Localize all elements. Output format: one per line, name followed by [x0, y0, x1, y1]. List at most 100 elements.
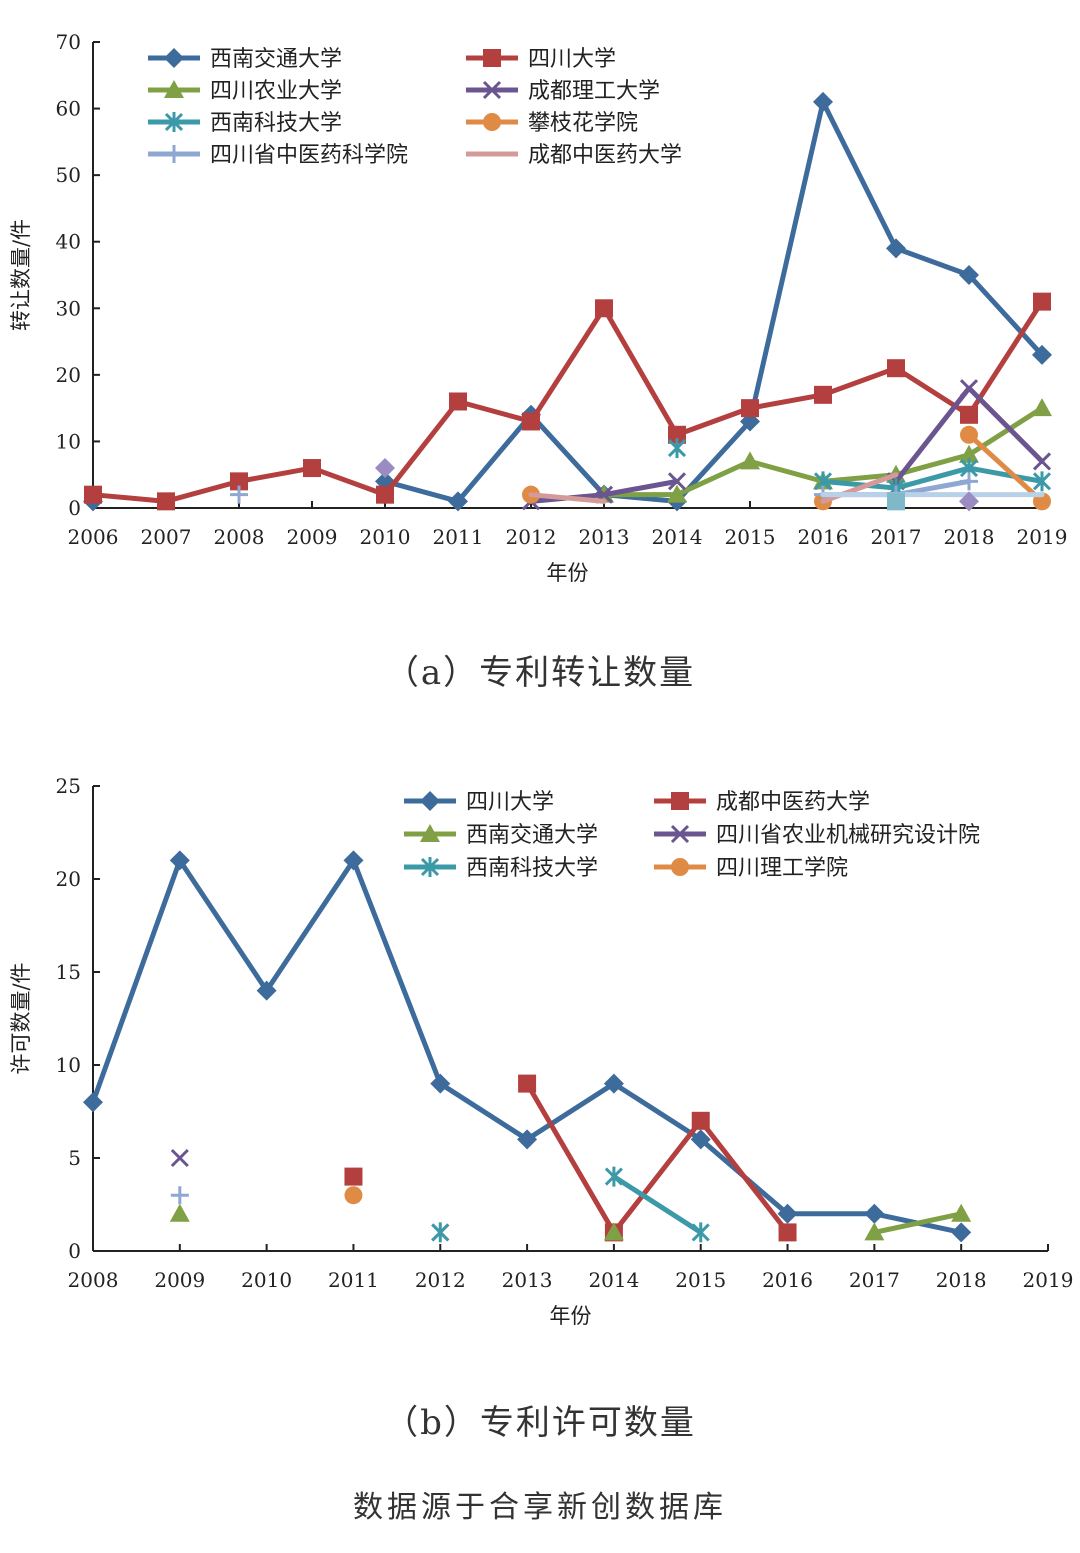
series-1-5	[344, 1186, 363, 1205]
y-tick-label: 30	[56, 296, 81, 320]
x-tick-label: 2012	[506, 525, 557, 549]
series-line	[966, 432, 1045, 504]
y-tick-label: 50	[56, 163, 81, 187]
data-point	[1032, 471, 1052, 492]
y-tick-label: 10	[56, 1053, 81, 1077]
x-tick-label: 2010	[360, 525, 411, 549]
x-tick-label: 2010	[241, 1268, 292, 1292]
data-point	[230, 485, 248, 504]
series-line	[528, 492, 607, 504]
y-tick-label: 0	[68, 1239, 81, 1263]
data-point	[778, 1223, 797, 1242]
legend-marker	[164, 48, 184, 68]
x-tick-label: 2017	[871, 525, 922, 549]
data-point	[169, 1203, 190, 1222]
legend-marker	[164, 112, 184, 132]
legend-marker	[420, 824, 440, 842]
data-point	[83, 1092, 103, 1113]
data-point	[691, 1111, 710, 1130]
data-point	[522, 412, 540, 431]
data-point	[959, 265, 979, 285]
x-axis-label: 年份	[547, 561, 589, 585]
series-line	[871, 1211, 964, 1235]
x-axis-label: 年份	[550, 1304, 592, 1328]
data-point	[960, 405, 978, 424]
data-point	[864, 1203, 885, 1224]
x-tick-label: 2019	[1023, 1268, 1074, 1292]
legend-label: 攀枝花学院	[528, 111, 638, 136]
data-point	[864, 1222, 885, 1241]
data-point	[814, 385, 832, 404]
y-axis-label: 许可数量/件	[9, 962, 33, 1074]
data-point	[603, 1222, 624, 1241]
y-tick-label: 10	[56, 429, 81, 453]
x-tick-label: 2016	[762, 1268, 813, 1292]
legend-label: 四川农业大学	[210, 79, 342, 104]
data-point	[959, 379, 979, 398]
data-point	[303, 459, 321, 478]
data-point	[1033, 292, 1051, 311]
x-tick-label: 2014	[652, 525, 703, 549]
series-1-3	[170, 1148, 450, 1242]
data-point	[777, 1203, 798, 1224]
data-point	[230, 472, 248, 491]
data-point	[375, 458, 395, 479]
data-source-note: 数据源于合享新创数据库	[353, 1490, 727, 1525]
data-point	[667, 472, 687, 491]
legend-marker	[671, 792, 689, 810]
data-point	[886, 238, 906, 259]
data-point	[344, 1167, 363, 1186]
x-tick-label: 2011	[433, 525, 484, 549]
x-tick-label: 2018	[936, 1268, 987, 1292]
legend-label: 西南交通大学	[210, 47, 342, 72]
y-tick-label: 60	[56, 97, 81, 121]
data-point	[887, 492, 905, 511]
series-0-4	[667, 438, 1052, 499]
y-tick-label: 70	[56, 30, 81, 54]
x-tick-label: 2014	[588, 1268, 639, 1292]
data-point	[951, 1203, 972, 1222]
legend-label: 四川省农业机械研究设计院	[716, 823, 980, 848]
legend-label: 四川省中医药科学院	[210, 143, 408, 168]
data-point	[343, 850, 364, 871]
x-tick-label: 2015	[675, 1268, 726, 1292]
data-point	[741, 399, 759, 418]
legend-marker	[483, 113, 501, 131]
transfer-chart: 0 10 20 30 40 50 60 70 2006 2007 2008 2009 2010 2011 2…	[9, 30, 1067, 585]
x-tick-label: 2009	[154, 1268, 205, 1292]
legend-marker	[483, 49, 501, 67]
x-tick-label: 2007	[141, 525, 192, 549]
data-point	[518, 1074, 537, 1093]
legend-label: 西南交通大学	[466, 823, 598, 848]
legend-marker	[671, 858, 689, 876]
data-point	[84, 485, 102, 504]
legend-marker	[165, 145, 183, 163]
data-point	[959, 444, 979, 463]
y-tick-label: 20	[56, 867, 81, 891]
series-0-10	[887, 492, 905, 511]
legend-label: 四川大学	[466, 790, 554, 815]
x-tick-label: 2008	[214, 525, 265, 549]
legend-label: 成都理工大学	[528, 79, 660, 104]
data-point	[960, 425, 978, 444]
series-line	[382, 99, 1045, 504]
legend-label: 西南科技大学	[210, 111, 342, 136]
x-tick-label: 2008	[68, 1268, 119, 1292]
data-point	[1032, 398, 1052, 417]
data-point	[448, 491, 468, 512]
data-point	[517, 1129, 538, 1150]
y-tick-label: 20	[56, 363, 81, 387]
data-point	[170, 1186, 189, 1205]
data-point	[256, 980, 277, 1001]
x-tick-label: 2011	[328, 1268, 379, 1292]
legend-label: 成都中医药大学	[716, 790, 870, 815]
data-point	[667, 484, 687, 503]
data-point	[668, 425, 686, 444]
data-point	[344, 1186, 363, 1205]
legend-marker	[420, 857, 440, 877]
data-point	[959, 491, 979, 512]
y-tick-label: 25	[56, 774, 81, 798]
y-axis-label: 转让数量/件	[9, 219, 33, 331]
data-point	[951, 1222, 972, 1243]
